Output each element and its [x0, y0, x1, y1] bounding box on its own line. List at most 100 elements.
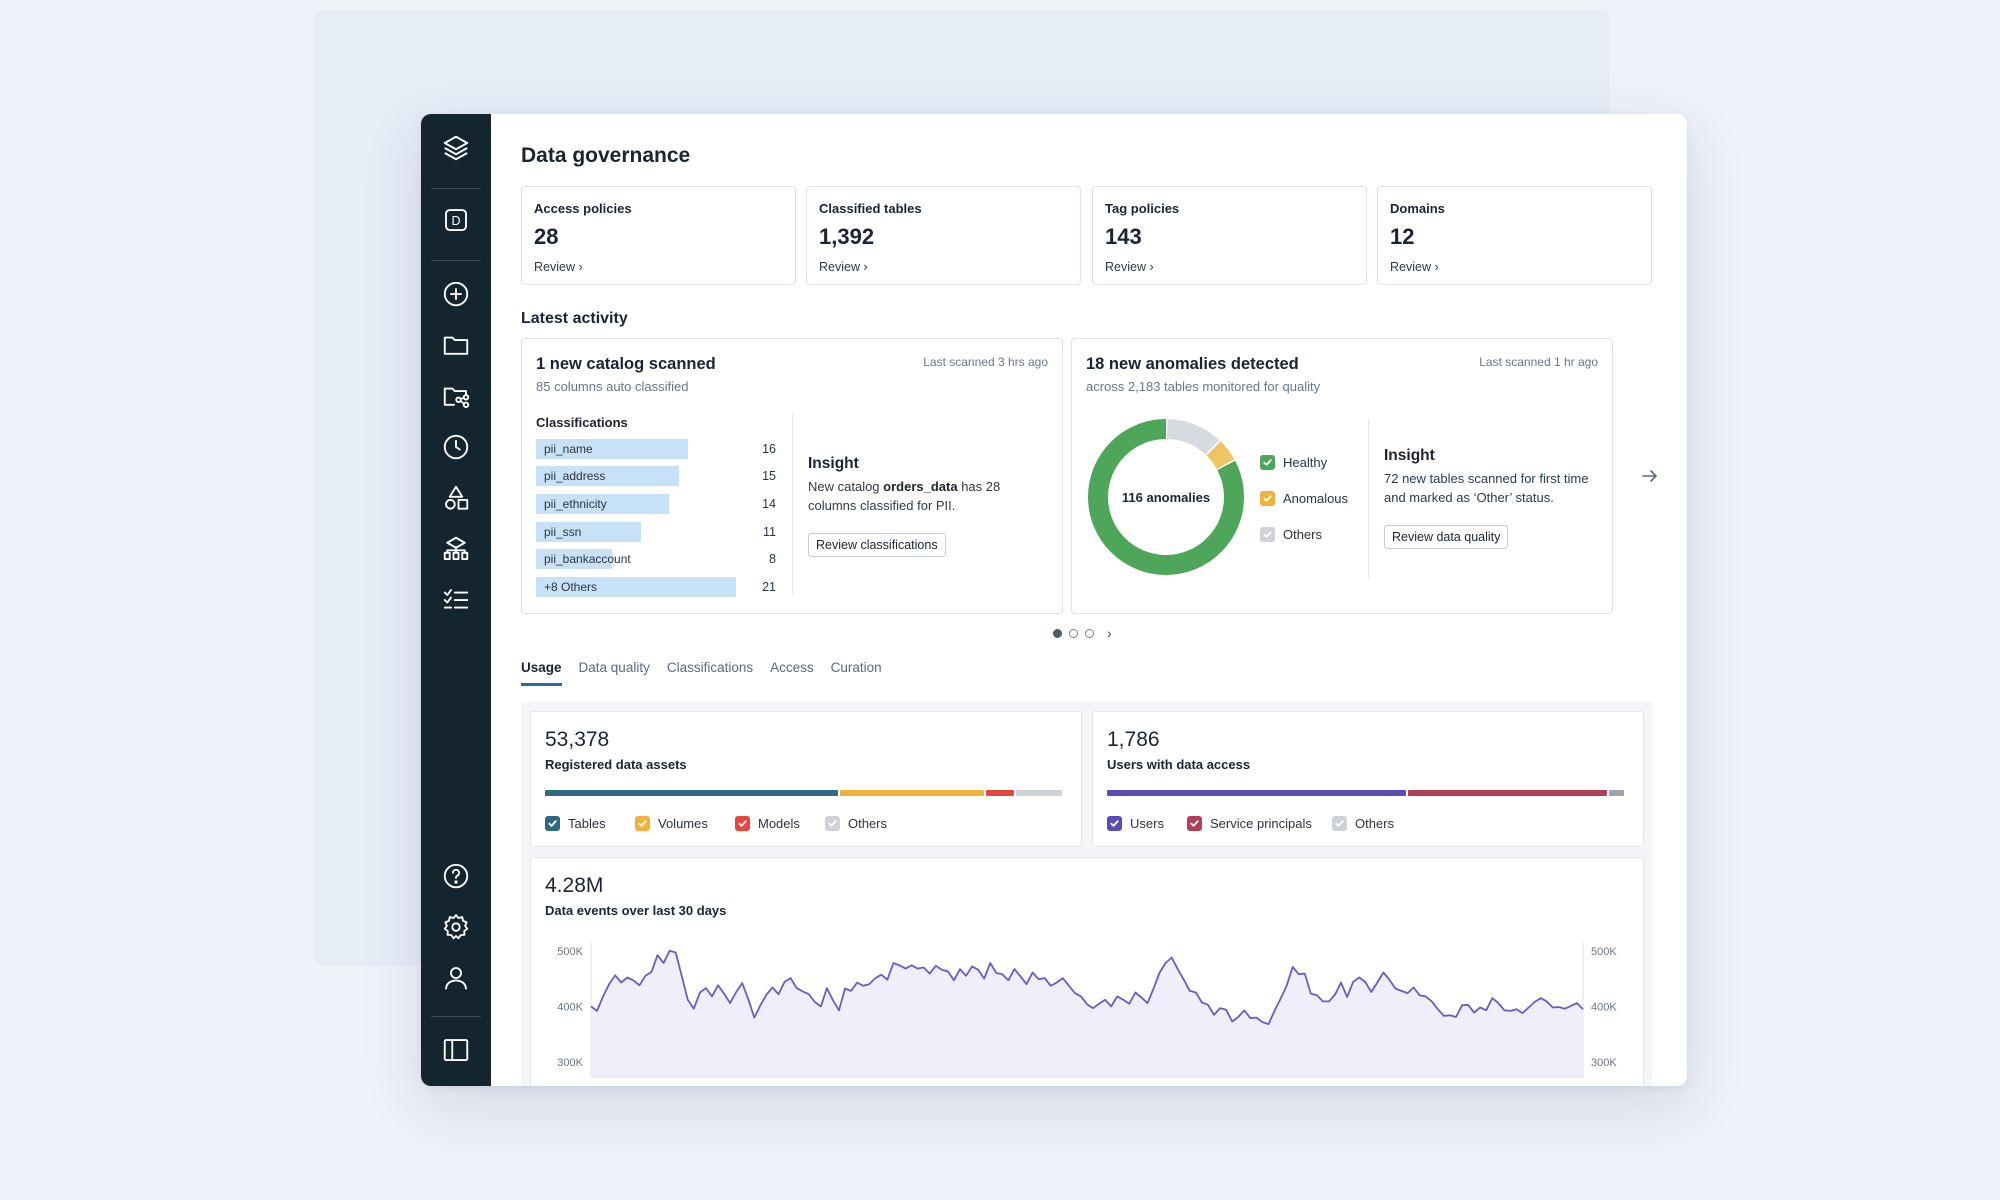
stat-label: Classified tables — [819, 201, 922, 216]
stat-card-domains[interactable]: Domains 12 Review › — [1377, 186, 1652, 285]
legend-others[interactable]: Others — [825, 816, 887, 831]
tab-bar: Usage Data quality Classifications Acces… — [521, 660, 882, 686]
classification-row[interactable]: pii_ethnicity 14 — [536, 494, 776, 514]
check-icon[interactable] — [545, 816, 560, 831]
classification-bar — [536, 494, 669, 514]
stat-value: 12 — [1390, 224, 1415, 249]
classification-count: 8 — [769, 552, 776, 566]
classification-bar — [536, 549, 612, 569]
classification-bar — [536, 522, 641, 542]
review-link[interactable]: Review › — [534, 260, 583, 274]
shapes-icon[interactable] — [440, 482, 472, 514]
legend-users[interactable]: Users — [1107, 816, 1164, 831]
area-fill — [591, 950, 1583, 1078]
hierarchy-icon[interactable] — [440, 533, 472, 565]
review-data-quality-button[interactable]: Review data quality — [1384, 525, 1509, 549]
tab-data-quality[interactable]: Data quality — [578, 660, 650, 675]
classification-row[interactable]: pii_bankaccount 8 — [536, 549, 776, 569]
activity-subtitle: across 2,183 tables monitored for qualit… — [1086, 379, 1321, 394]
review-link[interactable]: Review › — [819, 260, 868, 274]
check-icon[interactable] — [1260, 491, 1275, 506]
layers-logo-icon[interactable] — [440, 132, 472, 164]
assets-stacked-bar — [545, 790, 1065, 796]
y-tick-right: 300K — [1591, 1057, 1617, 1069]
y-tick-left: 300K — [557, 1057, 583, 1069]
stat-card-access-policies[interactable]: Access policies 28 Review › — [521, 186, 796, 285]
classification-row[interactable]: +8 Others 21 — [536, 577, 776, 597]
assets-count: 53,378 — [545, 728, 610, 751]
add-circle-icon[interactable] — [440, 278, 472, 310]
legend-anomalous[interactable]: Anomalous — [1260, 491, 1348, 506]
stack-segment-users[interactable] — [1107, 790, 1406, 796]
help-icon[interactable] — [440, 860, 472, 892]
donut-segment-healthy[interactable] — [1088, 419, 1244, 575]
review-link[interactable]: Review › — [1105, 260, 1154, 274]
folder-share-icon[interactable] — [440, 380, 472, 412]
pagination-dot[interactable] — [1085, 628, 1094, 638]
check-icon[interactable] — [1260, 455, 1275, 470]
tab-usage[interactable]: Usage — [521, 660, 562, 686]
stat-card-classified-tables[interactable]: Classified tables 1,392 Review › — [806, 186, 1081, 285]
main-content: Data governance Access policies 28 Revie… — [491, 114, 1687, 1086]
divider — [792, 413, 793, 595]
classification-name: pii_name — [544, 442, 593, 456]
legend-service-principals[interactable]: Service principals — [1187, 816, 1312, 831]
user-icon[interactable] — [440, 962, 472, 994]
insight-heading: Insight — [808, 455, 859, 472]
legend-others[interactable]: Others — [1332, 816, 1394, 831]
sidebar: D — [421, 114, 491, 1086]
classification-bar — [536, 466, 679, 486]
classification-count: 21 — [762, 580, 776, 594]
check-icon[interactable] — [825, 816, 840, 831]
pagination-next-icon[interactable]: › — [1107, 625, 1112, 641]
stat-value: 1,392 — [819, 224, 875, 249]
pagination-dot[interactable] — [1069, 628, 1078, 638]
y-tick-right: 400K — [1591, 1001, 1617, 1013]
classification-row[interactable]: pii_ssn 11 — [536, 522, 776, 542]
tab-classifications[interactable]: Classifications — [666, 660, 754, 675]
stack-segment-models[interactable] — [986, 790, 1014, 796]
page-title: Data governance — [521, 144, 691, 167]
tab-access[interactable]: Access — [770, 660, 814, 675]
check-icon[interactable] — [1107, 816, 1122, 831]
legend-tables[interactable]: Tables — [545, 816, 606, 831]
usage-card-access: 1,786 Users with data access Users Servi… — [1092, 711, 1644, 847]
assets-label: Registered data assets — [545, 757, 687, 772]
review-classifications-button[interactable]: Review classifications — [808, 533, 946, 557]
check-icon[interactable] — [635, 816, 650, 831]
check-icon[interactable] — [1187, 816, 1202, 831]
stack-segment-others[interactable] — [1609, 790, 1624, 796]
check-icon[interactable] — [1260, 527, 1275, 542]
pagination-dot[interactable] — [1053, 628, 1062, 638]
tab-curation[interactable]: Curation — [830, 660, 882, 675]
checklist-icon[interactable] — [440, 584, 472, 616]
panel-toggle-icon[interactable] — [440, 1034, 472, 1066]
clock-icon[interactable] — [440, 431, 472, 463]
catalog-name: orders_data — [883, 479, 958, 494]
stack-segment-tables[interactable] — [545, 790, 838, 796]
carousel-next-arrow-icon[interactable] — [1638, 464, 1662, 488]
legend-volumes[interactable]: Volumes — [635, 816, 708, 831]
stack-segment-others[interactable] — [1016, 790, 1062, 796]
stack-segment-volumes[interactable] — [840, 790, 984, 796]
insight-text: New catalog orders_data has 28 columns c… — [808, 479, 1001, 513]
classification-row[interactable]: pii_name 16 — [536, 439, 776, 459]
stack-segment-service-principals[interactable] — [1408, 790, 1607, 796]
legend-healthy[interactable]: Healthy — [1260, 455, 1327, 470]
workspace-d-icon[interactable]: D — [440, 204, 472, 236]
carousel-pagination: › — [1053, 625, 1112, 641]
check-icon[interactable] — [735, 816, 750, 831]
check-icon[interactable] — [1332, 816, 1347, 831]
legend-models[interactable]: Models — [735, 816, 800, 831]
stat-card-tag-policies[interactable]: Tag policies 143 Review › — [1092, 186, 1367, 285]
sidebar-separator — [431, 260, 481, 261]
series-line[interactable] — [590, 949, 1584, 1026]
access-count: 1,786 — [1107, 728, 1160, 751]
classification-count: 14 — [762, 497, 776, 511]
sidebar-separator — [431, 1016, 481, 1017]
classification-row[interactable]: pii_address 15 — [536, 466, 776, 486]
settings-icon[interactable] — [440, 911, 472, 943]
folder-icon[interactable] — [440, 329, 472, 361]
legend-others[interactable]: Others — [1260, 527, 1322, 542]
review-link[interactable]: Review › — [1390, 260, 1439, 274]
